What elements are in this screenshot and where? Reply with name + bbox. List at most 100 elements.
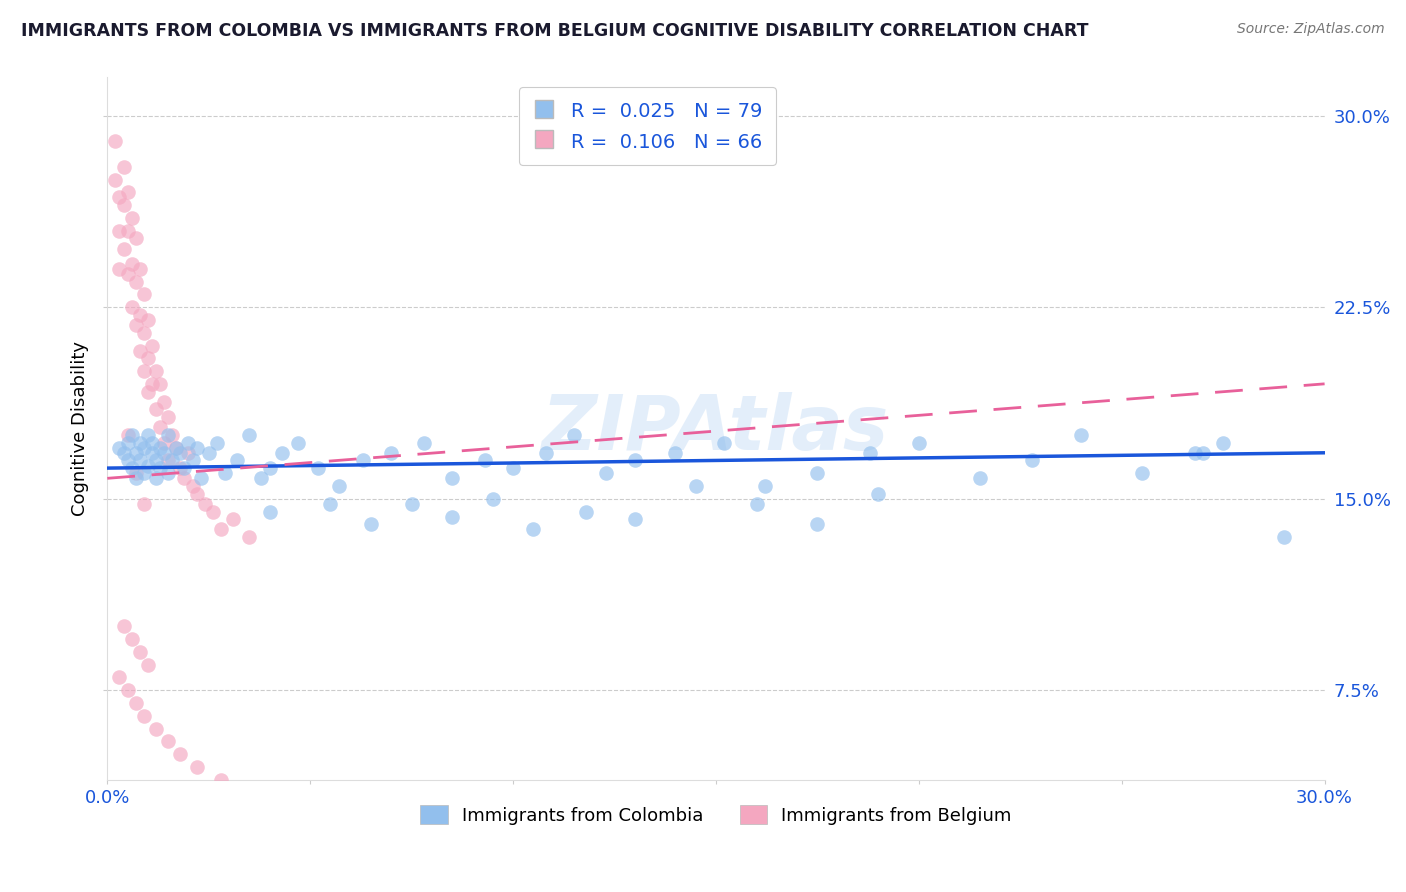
Point <box>352 453 374 467</box>
Point <box>745 497 768 511</box>
Point <box>575 504 598 518</box>
Point <box>190 471 212 485</box>
Point <box>201 504 224 518</box>
Point <box>806 467 828 481</box>
Point <box>145 471 167 485</box>
Point <box>145 453 167 467</box>
Point <box>132 708 155 723</box>
Point <box>128 645 150 659</box>
Point <box>125 696 148 710</box>
Point <box>522 522 544 536</box>
Point <box>441 509 464 524</box>
Point <box>401 497 423 511</box>
Point <box>157 453 180 467</box>
Point <box>121 211 143 225</box>
Point <box>623 512 645 526</box>
Point <box>125 231 148 245</box>
Point <box>238 785 260 799</box>
Point <box>112 619 135 633</box>
Point <box>157 428 180 442</box>
Point <box>222 512 245 526</box>
Point <box>108 190 131 204</box>
Point <box>186 486 208 500</box>
Point <box>169 446 191 460</box>
Point <box>125 275 148 289</box>
Point <box>141 446 163 460</box>
Point <box>165 441 187 455</box>
Point <box>226 453 249 467</box>
Point <box>360 517 382 532</box>
Point <box>319 497 342 511</box>
Point <box>205 435 228 450</box>
Point <box>177 446 200 460</box>
Point <box>112 446 135 460</box>
Point <box>121 257 143 271</box>
Point <box>132 467 155 481</box>
Point <box>157 410 180 425</box>
Point <box>380 446 402 460</box>
Point <box>117 428 139 442</box>
Point <box>157 467 180 481</box>
Point <box>125 467 148 481</box>
Point <box>132 497 155 511</box>
Point <box>287 435 309 450</box>
Point <box>149 420 172 434</box>
Point <box>153 394 176 409</box>
Point <box>117 267 139 281</box>
Point <box>128 308 150 322</box>
Point <box>197 446 219 460</box>
Point <box>145 402 167 417</box>
Point <box>713 435 735 450</box>
Point <box>136 384 159 399</box>
Point <box>141 435 163 450</box>
Point <box>112 242 135 256</box>
Point <box>132 364 155 378</box>
Point <box>117 224 139 238</box>
Point <box>108 224 131 238</box>
Point <box>104 134 127 148</box>
Point <box>117 683 139 698</box>
Point <box>112 198 135 212</box>
Point <box>502 461 524 475</box>
Point <box>160 428 183 442</box>
Point <box>214 467 236 481</box>
Point <box>209 772 232 787</box>
Point <box>1192 446 1215 460</box>
Point <box>181 453 204 467</box>
Point <box>136 657 159 672</box>
Point <box>149 461 172 475</box>
Text: IMMIGRANTS FROM COLOMBIA VS IMMIGRANTS FROM BELGIUM COGNITIVE DISABILITY CORRELA: IMMIGRANTS FROM COLOMBIA VS IMMIGRANTS F… <box>21 22 1088 40</box>
Point <box>441 471 464 485</box>
Point <box>181 479 204 493</box>
Text: ZIPAtlas: ZIPAtlas <box>543 392 890 466</box>
Point <box>153 435 176 450</box>
Point <box>121 632 143 647</box>
Point <box>194 497 217 511</box>
Point <box>250 471 273 485</box>
Point <box>186 441 208 455</box>
Point <box>1212 435 1234 450</box>
Point <box>141 376 163 391</box>
Point <box>169 461 191 475</box>
Point <box>328 479 350 493</box>
Point <box>754 479 776 493</box>
Point <box>534 446 557 460</box>
Text: Source: ZipAtlas.com: Source: ZipAtlas.com <box>1237 22 1385 37</box>
Point <box>1021 453 1043 467</box>
Point <box>104 172 127 186</box>
Point <box>157 734 180 748</box>
Point <box>562 428 585 442</box>
Point <box>108 671 131 685</box>
Point <box>481 491 503 506</box>
Point <box>238 428 260 442</box>
Point <box>117 453 139 467</box>
Point <box>149 441 172 455</box>
Point <box>238 530 260 544</box>
Point <box>173 471 195 485</box>
Point <box>270 798 292 813</box>
Point <box>108 441 131 455</box>
Point <box>173 461 195 475</box>
Point <box>806 517 828 532</box>
Point <box>412 435 434 450</box>
Point <box>112 160 135 174</box>
